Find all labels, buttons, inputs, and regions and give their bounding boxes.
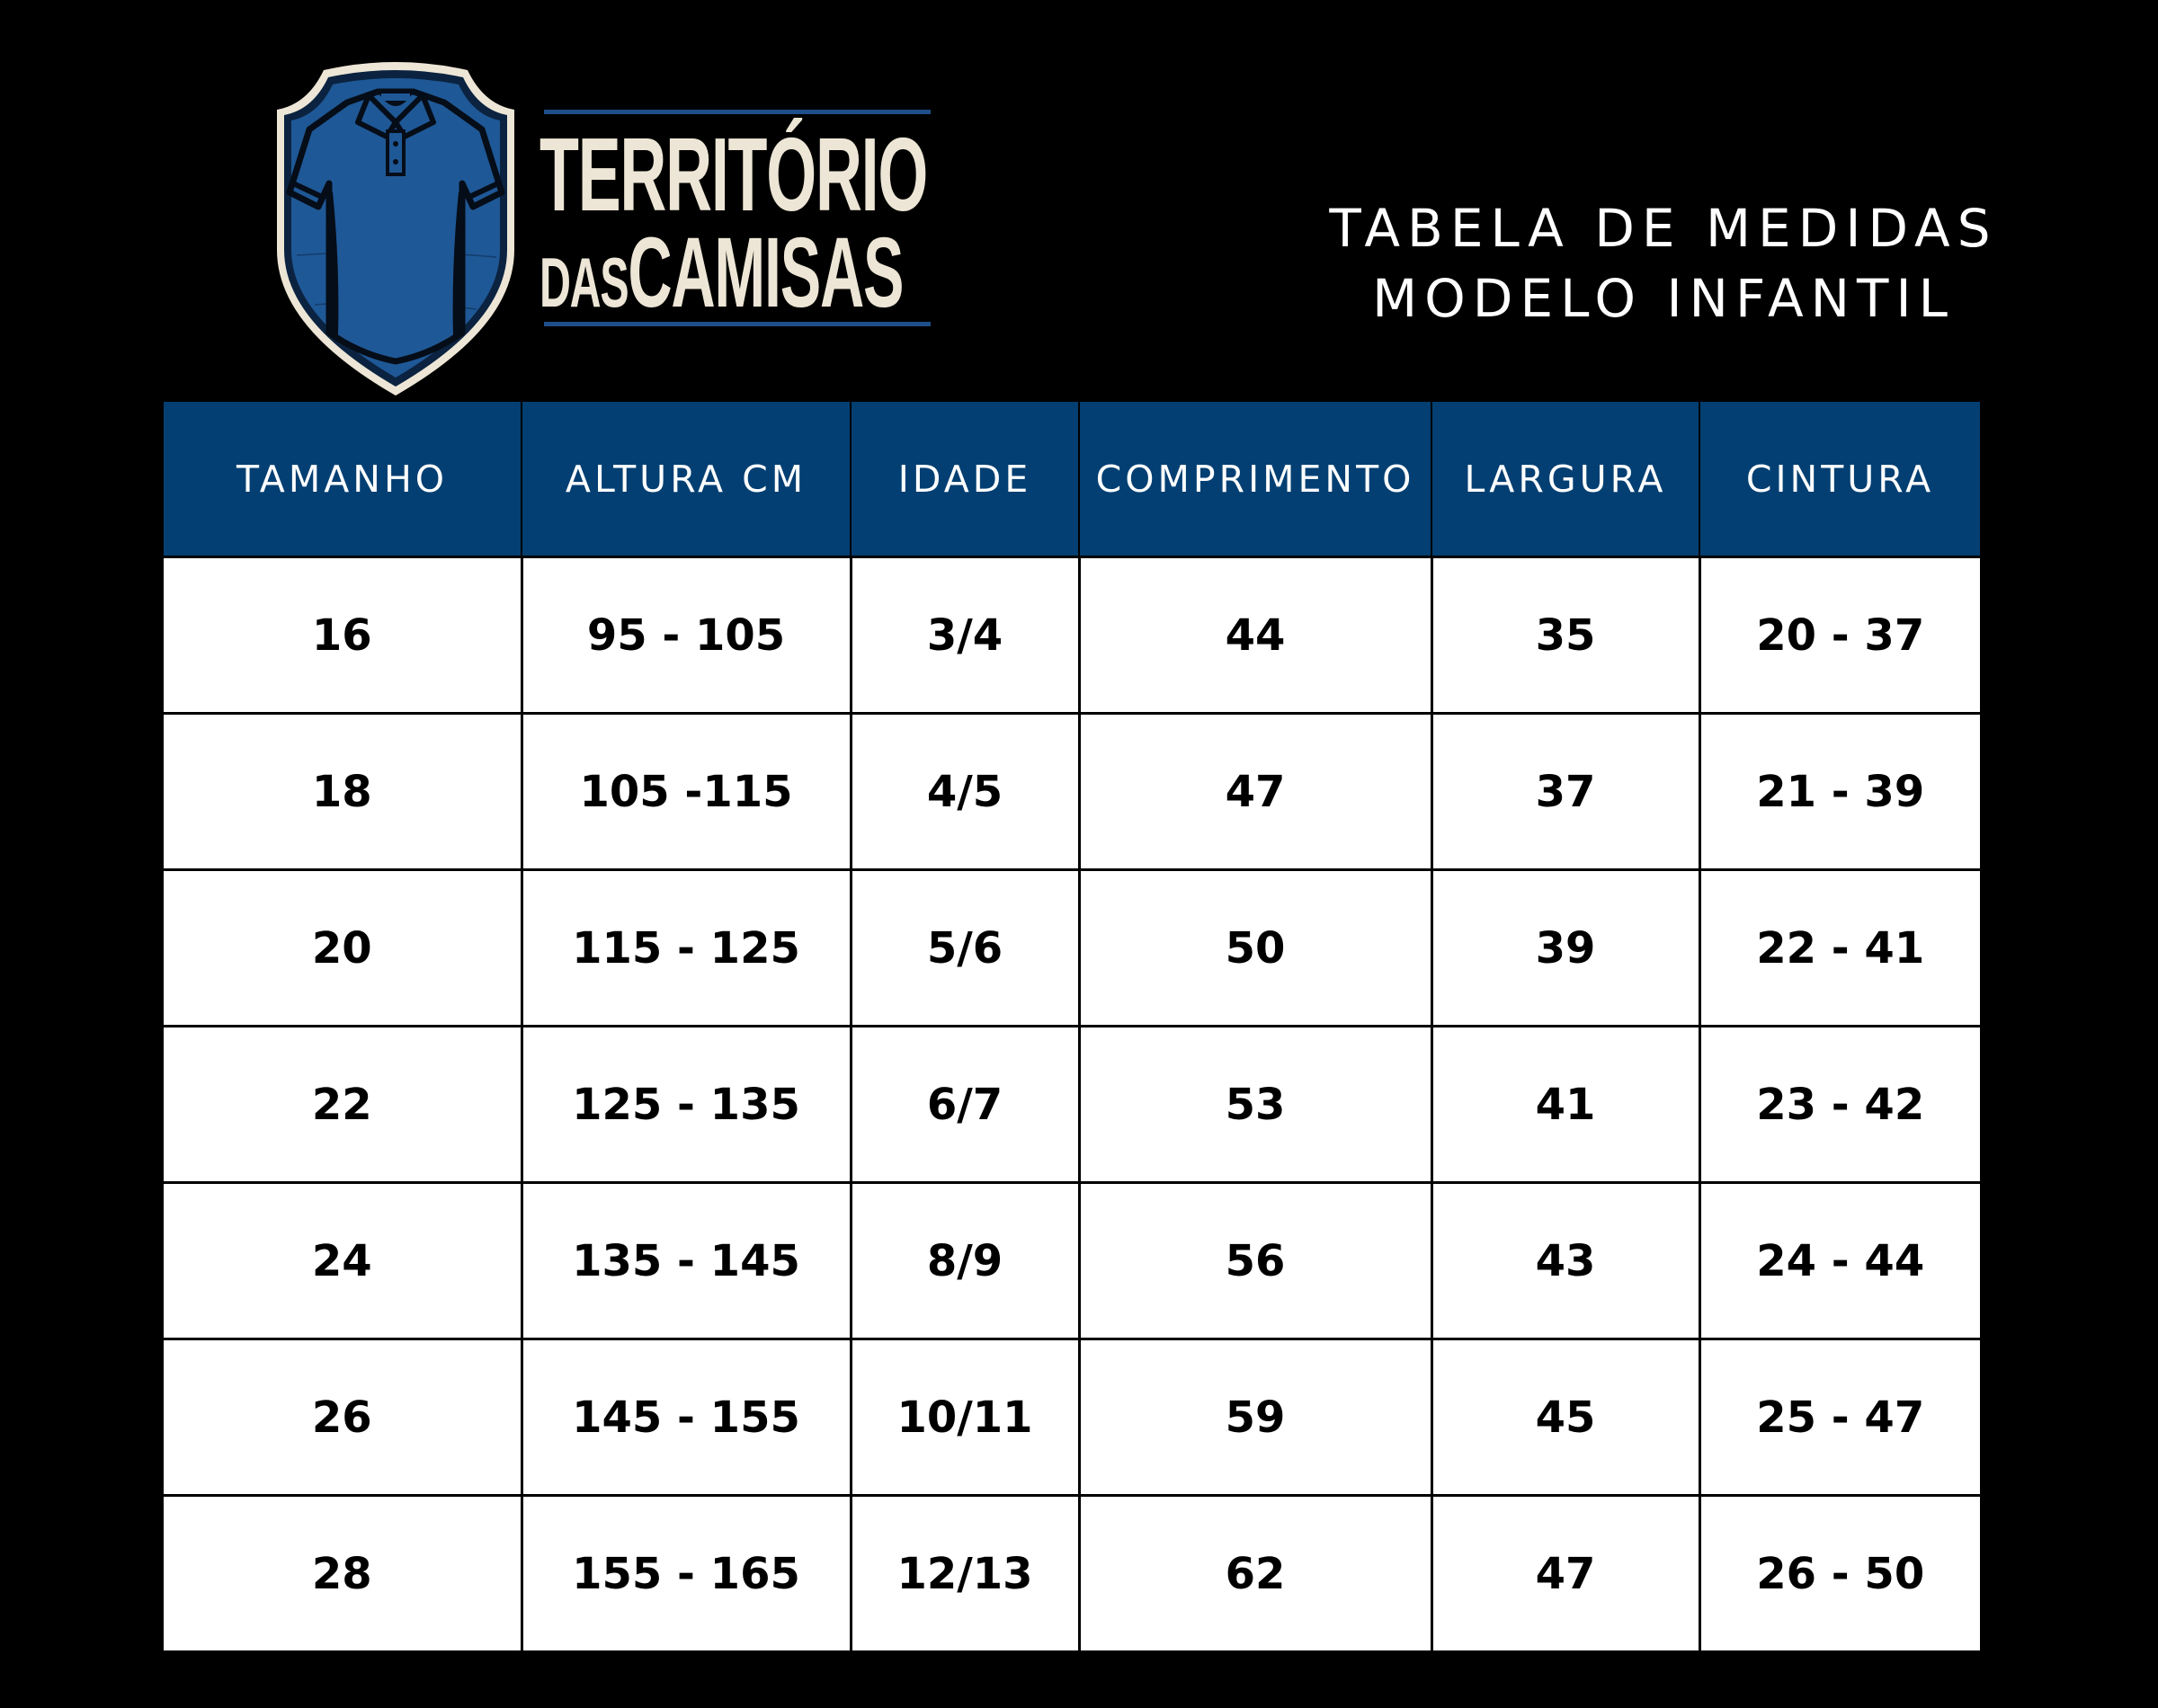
- brand-wordmark: TERRITÓRIO DASCAMISAS: [540, 106, 935, 331]
- cell-altura: 135 - 145: [520, 1181, 852, 1340]
- cell-idade: 5/6: [849, 868, 1081, 1027]
- cell-altura: 105 -115: [520, 712, 852, 871]
- cell-idade: 3/4: [849, 556, 1081, 715]
- cell-largura: 39: [1430, 868, 1701, 1027]
- cell-cintura: 26 - 50: [1698, 1494, 1980, 1650]
- brand-name-das: DAS: [540, 243, 629, 322]
- wordmark-bottom-rule: [544, 322, 931, 326]
- table-row: 20 115 - 125 5/6 50 39 22 - 41: [164, 868, 1980, 1027]
- cell-cintura: 21 - 39: [1698, 712, 1980, 871]
- table-header-row: TAMANHO ALTURA CM IDADE COMPRIMENTO LARG…: [164, 402, 1980, 557]
- cell-cintura: 23 - 42: [1698, 1025, 1980, 1184]
- cell-largura: 47: [1430, 1494, 1701, 1650]
- cell-altura: 125 - 135: [520, 1025, 852, 1184]
- cell-largura: 45: [1430, 1338, 1701, 1497]
- brand-name-line2: DASCAMISAS: [540, 224, 935, 323]
- cell-tamanho: 20: [164, 868, 523, 1027]
- cell-comprimento: 62: [1077, 1494, 1433, 1650]
- header-comprimento: COMPRIMENTO: [1078, 402, 1432, 557]
- cell-tamanho: 18: [164, 712, 523, 871]
- table-row: 16 95 - 105 3/4 44 35 20 - 37: [164, 556, 1980, 715]
- cell-tamanho: 28: [164, 1494, 523, 1650]
- cell-comprimento: 59: [1077, 1338, 1433, 1497]
- header-cintura: CINTURA: [1699, 402, 1980, 557]
- cell-tamanho: 26: [164, 1338, 523, 1497]
- header-idade: IDADE: [850, 402, 1080, 557]
- cell-comprimento: 47: [1077, 712, 1433, 871]
- cell-altura: 145 - 155: [520, 1338, 852, 1497]
- cell-largura: 37: [1430, 712, 1701, 871]
- brand-logo: [261, 58, 531, 399]
- header-altura: ALTURA CM: [521, 402, 852, 557]
- table-row: 18 105 -115 4/5 47 37 21 - 39: [164, 712, 1980, 871]
- table-row: 28 155 - 165 12/13 62 47 26 - 50: [164, 1494, 1980, 1650]
- cell-comprimento: 44: [1077, 556, 1433, 715]
- shield-polo-shirt-icon: [277, 62, 514, 396]
- table-row: 24 135 - 145 8/9 56 43 24 - 44: [164, 1181, 1980, 1340]
- size-chart-table: TAMANHO ALTURA CM IDADE COMPRIMENTO LARG…: [164, 402, 1980, 1650]
- cell-idade: 6/7: [849, 1025, 1081, 1184]
- cell-idade: 12/13: [849, 1494, 1081, 1650]
- cell-idade: 10/11: [849, 1338, 1081, 1497]
- cell-cintura: 24 - 44: [1698, 1181, 1980, 1340]
- header-largura: LARGURA: [1431, 402, 1700, 557]
- cell-largura: 43: [1430, 1181, 1701, 1340]
- cell-largura: 41: [1430, 1025, 1701, 1184]
- cell-idade: 8/9: [849, 1181, 1081, 1340]
- cell-comprimento: 56: [1077, 1181, 1433, 1340]
- cell-tamanho: 24: [164, 1181, 523, 1340]
- table-row: 26 145 - 155 10/11 59 45 25 - 47: [164, 1338, 1980, 1497]
- cell-altura: 95 - 105: [520, 556, 852, 715]
- cell-cintura: 25 - 47: [1698, 1338, 1980, 1497]
- cell-tamanho: 22: [164, 1025, 523, 1184]
- title-line2: MODELO INFANTIL: [1372, 268, 1955, 329]
- brand-name-line1: TERRITÓRIO: [540, 116, 928, 233]
- cell-cintura: 22 - 41: [1698, 868, 1980, 1027]
- cell-altura: 155 - 165: [520, 1494, 852, 1650]
- cell-comprimento: 53: [1077, 1025, 1433, 1184]
- page-title: TABELA DE MEDIDAS MODELO INFANTIL: [1295, 193, 2032, 334]
- cell-idade: 4/5: [849, 712, 1081, 871]
- title-line1: TABELA DE MEDIDAS: [1329, 198, 1998, 259]
- table-row: 22 125 - 135 6/7 53 41 23 - 42: [164, 1025, 1980, 1184]
- wordmark-top-rule: [544, 110, 931, 114]
- cell-comprimento: 50: [1077, 868, 1433, 1027]
- cell-altura: 115 - 125: [520, 868, 852, 1027]
- cell-cintura: 20 - 37: [1698, 556, 1980, 715]
- brand-name-camisas: CAMISAS: [628, 218, 904, 328]
- cell-largura: 35: [1430, 556, 1701, 715]
- cell-tamanho: 16: [164, 556, 523, 715]
- header-tamanho: TAMANHO: [164, 402, 522, 557]
